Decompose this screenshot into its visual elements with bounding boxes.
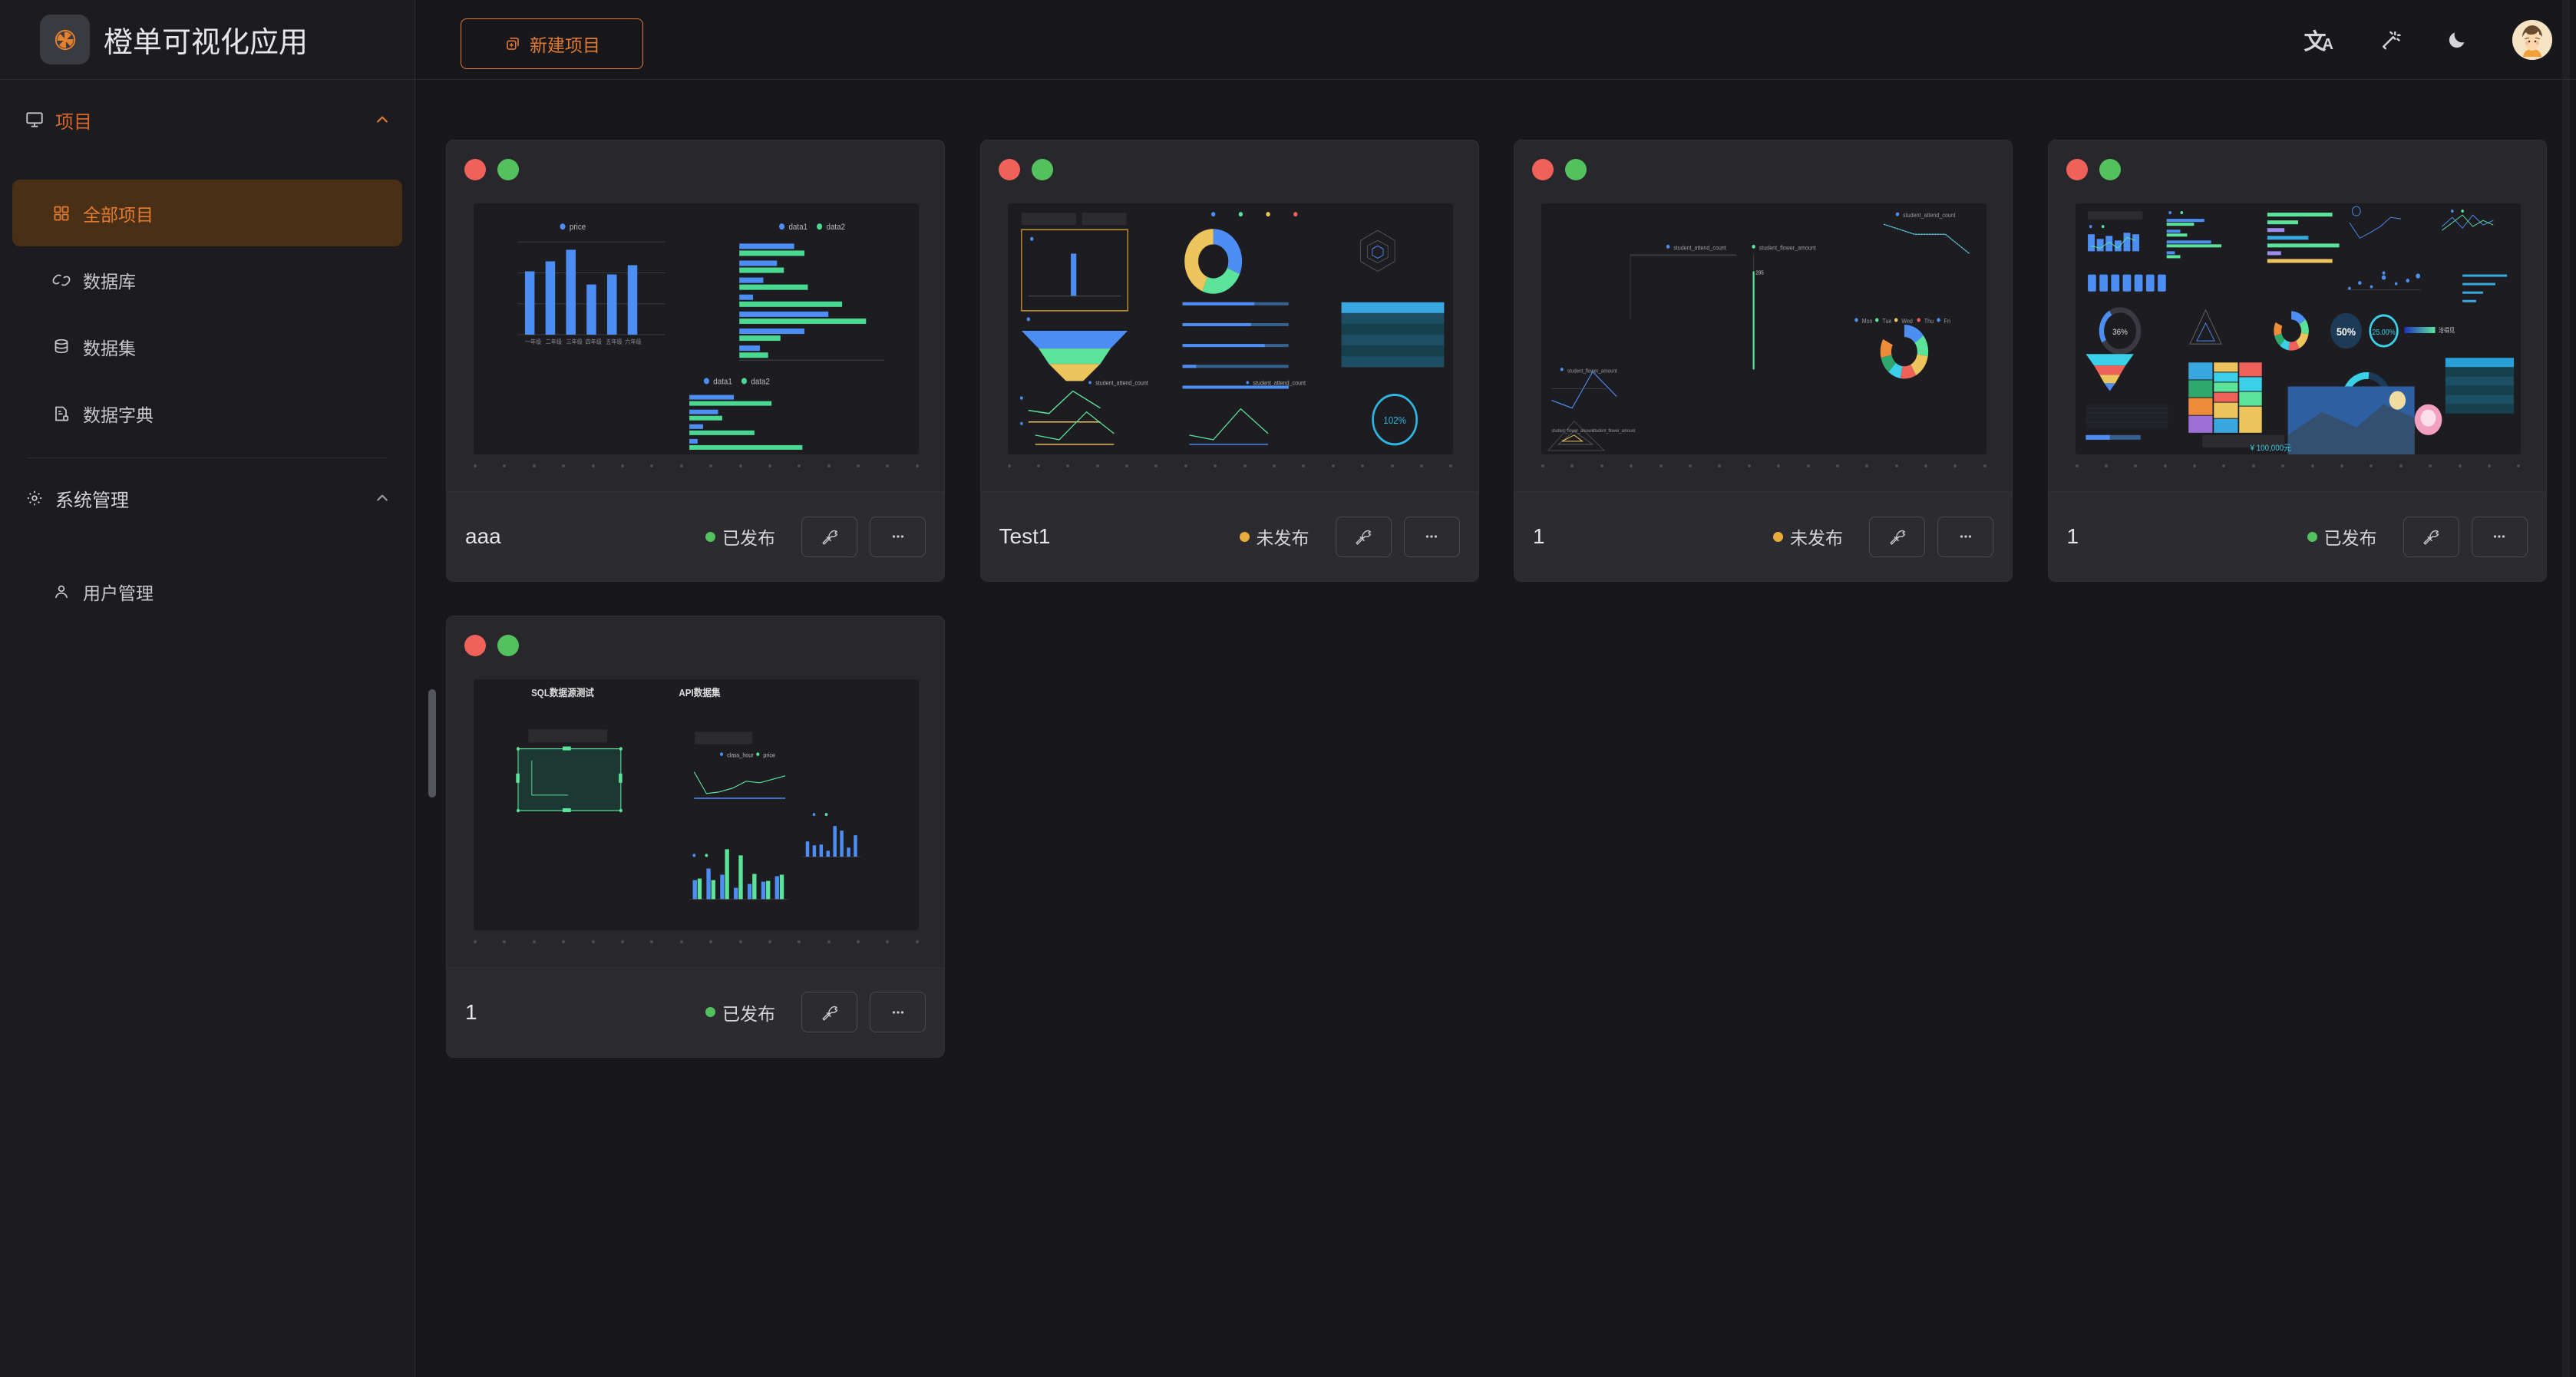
svg-text:student_attend_count: student_attend_count — [1903, 212, 1956, 220]
svg-text:student_flower_amount: student_flower_amount — [1593, 429, 1636, 434]
svg-text:class_hour: class_hour — [727, 751, 754, 759]
svg-text:Mon: Mon — [1862, 318, 1873, 325]
svg-text:student_flower_amount: student_flower_amount — [1551, 429, 1594, 434]
svg-text:data2: data2 — [751, 378, 770, 387]
svg-text:102%: 102% — [1383, 414, 1406, 426]
svg-text:25.00%: 25.00% — [2372, 329, 2396, 338]
svg-text:student_flower_amount: student_flower_amount — [1759, 244, 1817, 252]
svg-text:data2: data2 — [827, 223, 846, 233]
svg-text:285: 285 — [1755, 270, 1764, 276]
svg-text:student_attend_count: student_attend_count — [1253, 379, 1306, 387]
svg-text:二年级: 二年级 — [546, 338, 563, 346]
svg-text:price: price — [570, 223, 586, 233]
svg-text:data1: data1 — [713, 378, 732, 387]
svg-text:Thu: Thu — [1924, 318, 1934, 325]
svg-text:student_attend_count: student_attend_count — [1095, 379, 1148, 387]
svg-text:50%: 50% — [2336, 325, 2355, 338]
svg-text:六年级: 六年级 — [625, 338, 642, 346]
svg-text:price: price — [763, 751, 774, 759]
svg-text:Tue: Tue — [1882, 318, 1891, 325]
svg-text:五年级: 五年级 — [606, 338, 623, 346]
svg-text:¥ 100,000元: ¥ 100,000元 — [2249, 444, 2290, 454]
svg-text:API数据集: API数据集 — [679, 686, 721, 698]
svg-text:一年级: 一年级 — [525, 338, 542, 346]
svg-text:Fri: Fri — [1944, 318, 1951, 325]
svg-text:Wed: Wed — [1901, 318, 1913, 325]
svg-text:四年级: 四年级 — [585, 338, 602, 346]
svg-text:三年级: 三年级 — [566, 338, 583, 346]
svg-text:student_attend_count: student_attend_count — [1673, 244, 1726, 252]
svg-text:36%: 36% — [2112, 329, 2128, 338]
svg-text:data1: data1 — [788, 223, 807, 233]
svg-text:洽得见: 洽得见 — [2438, 326, 2455, 335]
svg-text:SQL数据源测试: SQL数据源测试 — [531, 686, 594, 698]
